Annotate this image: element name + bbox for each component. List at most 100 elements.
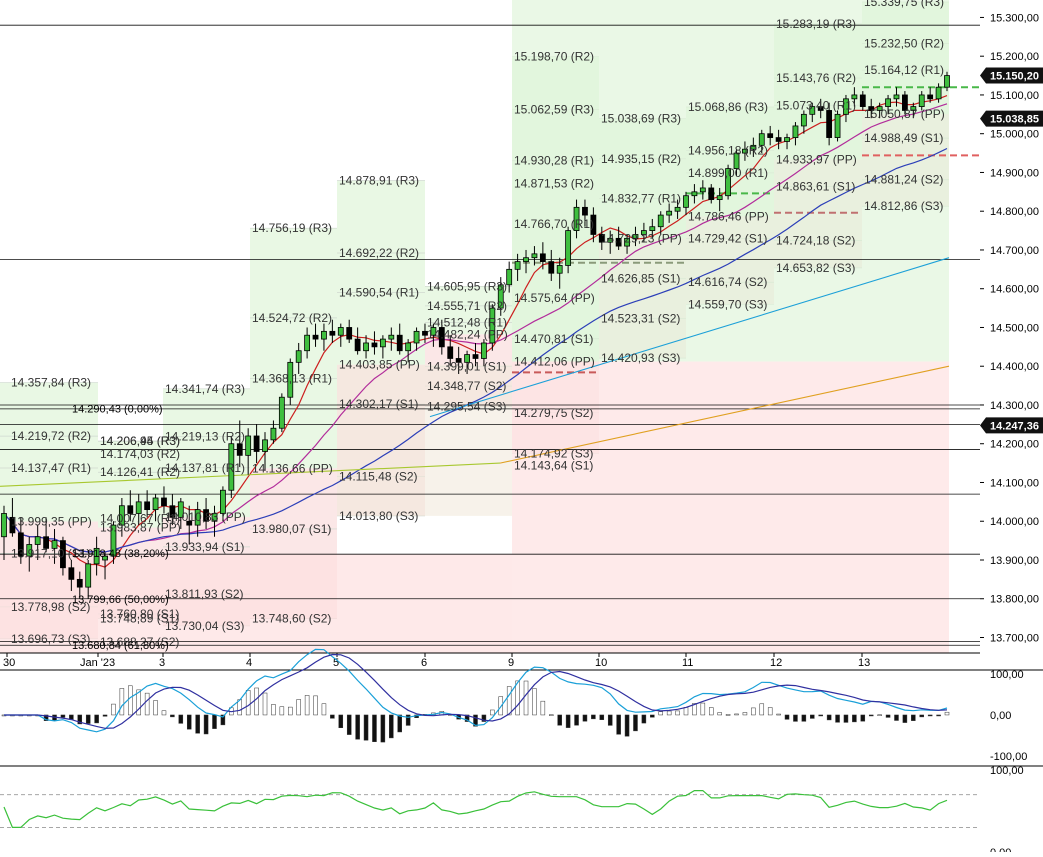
candle-body [556,265,563,274]
candle-body [405,342,412,352]
candle-body [262,439,268,452]
histogram-bar [616,714,621,735]
pivot-label: 13.748,89 (S1) [100,612,179,626]
histogram-bar [709,707,714,716]
pivot-label: 14.470,81 (S1) [514,332,593,346]
pivot-zone-resistance [250,228,337,469]
candle-body [329,330,336,336]
pivot-label: 13.999,35 (PP) [11,514,92,528]
candle-body [93,547,100,565]
price-tick-label: 14.700,00 [990,245,1039,257]
candle-body [68,567,75,580]
candle-body [935,86,942,100]
histogram-bar [725,714,731,716]
histogram-bar [784,714,790,720]
candle-body [893,94,900,100]
candle-body [76,578,83,588]
rsi-tick-label: 0,00 [990,847,1011,852]
pivot-label: 14.899,00 (R1) [688,166,768,180]
candle-body [683,195,689,208]
pivot-label: 14.412,06 (PP) [514,355,595,369]
histogram-bar [102,714,108,717]
candle-body [565,230,572,266]
pivot-label: 13.811,93 (S2) [165,587,244,601]
horizontal-lines-layer [0,24,980,646]
histogram-bar [60,714,66,718]
candle-body [657,214,664,228]
candle-body [371,342,378,348]
price-tick-label: 14.400,00 [990,361,1039,373]
histogram-bar [515,680,520,716]
pivot-label: 14.219,72 (R2) [11,429,91,443]
histogram-bar [658,711,663,716]
histogram-bar [734,713,739,716]
candle-body [784,137,790,142]
candle-body [203,509,209,522]
pivot-label: 14.126,41 (R2) [100,465,180,479]
pivot-labels-layer: 14.357,84 (R3) 14.219,72 (R2) 14.137,47 (R… [11,0,945,652]
candle-body [118,505,125,526]
candle-body [354,338,361,352]
pivot-label: 13.933,94 (S1) [165,540,244,554]
candle-body [691,191,698,197]
price-tick-label: 15.200,00 [990,51,1039,63]
histogram-bar [641,714,647,724]
candle-body [85,563,92,588]
pivot-label: 14.368,13 (R1) [252,372,332,386]
pivot-label: 15.050,87 (PP) [864,107,945,121]
price-badge [980,417,1043,434]
pivot-label: 14.559,70 (S3) [688,297,767,311]
price-tick-label: 15.100,00 [990,90,1039,102]
pivot-label: 14.555,71 (R2) [427,299,507,313]
candle-body [489,307,496,344]
pivot-label: 14.512,48 (R1) [427,316,507,330]
candle-body [26,544,33,557]
histogram-bar [203,714,209,735]
candle-body [927,94,934,100]
pivot-label: 14.295,54 (S3) [427,400,506,414]
histogram-bar [751,707,756,716]
pivot-label: 14.812,86 (S3) [864,199,943,213]
histogram-bar [111,703,116,716]
candle-body [245,435,252,456]
price-tick-label: 14.300,00 [990,400,1039,412]
pivot-label: 13.748,60 (S2) [252,612,331,626]
pivot-label: 14.653,82 (S3) [776,261,855,275]
pivot-label: 13.730,04 (S3) [165,619,244,633]
pivot-label: 14.137,47 (R1) [11,461,91,475]
candle-body [60,540,66,569]
candle-body [859,94,866,107]
candle-body [817,106,824,111]
candle-body [666,210,673,216]
candle-body [396,334,403,352]
histogram-bar [288,706,293,716]
candle-body [379,338,386,348]
histogram-bar [868,714,874,717]
oscillator-tick-label: 0,00 [990,710,1011,722]
histogram-bar [195,714,200,734]
candle-body [17,532,24,557]
rsi-tick-label: 100,00 [990,765,1024,777]
trend-zone-down [512,361,949,653]
candle-body [674,206,681,212]
pivot-label: 13.983,87 (PP) [100,520,181,534]
candle-body [295,350,302,363]
histogram-bar [128,685,133,716]
pivot-label: 14.832,77 (R1) [601,192,681,206]
histogram-bar [481,714,487,722]
candle-body [876,106,883,111]
histogram-bar [599,714,605,720]
histogram-bar [624,714,630,737]
candle-body [758,133,765,146]
pivot-label: 14.692,22 (R2) [339,246,419,260]
price-tick-label: 13.800,00 [990,594,1039,606]
histogram-bar [692,703,697,716]
candle-body [228,443,235,491]
pivot-label: 14.930,28 (R1) [514,154,594,168]
pivot-label: 14.988,49 (S1) [864,131,943,145]
candle-body [447,346,454,359]
price-tick-label: 14.900,00 [990,167,1039,179]
candle-body [337,327,344,336]
fibonacci-label: 13.799,66 (50,00%) [72,594,169,606]
